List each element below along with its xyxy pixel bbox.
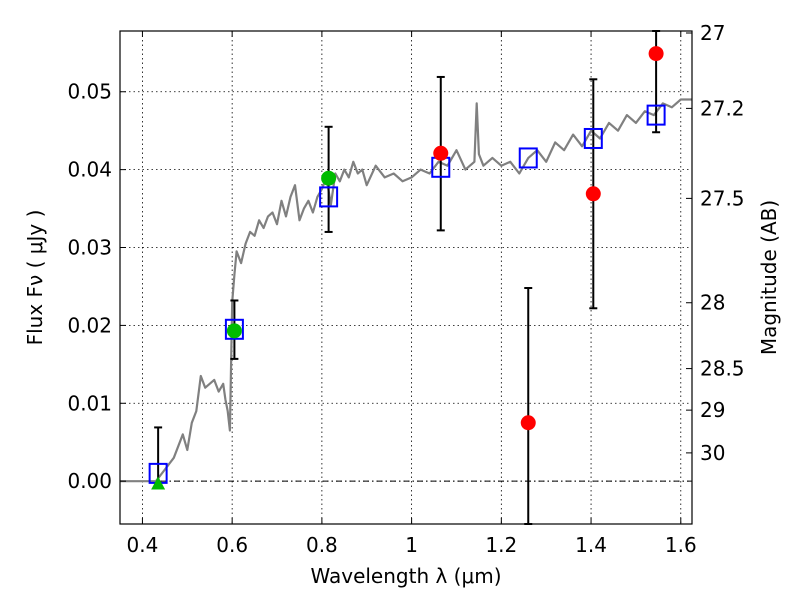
right-tick-label: 30 xyxy=(700,441,725,465)
y-tick-label: 0.00 xyxy=(67,469,112,493)
x-axis-label: Wavelength λ (μm) xyxy=(310,564,501,588)
x-tick-label: 1.6 xyxy=(665,533,697,557)
y-tick-label: 0.02 xyxy=(67,313,112,337)
model-point xyxy=(646,104,666,126)
right-tick-label: 27 xyxy=(700,21,725,45)
optical-point xyxy=(321,170,337,186)
upper-limit-point xyxy=(151,476,166,490)
right-tick-label: 29 xyxy=(700,398,725,422)
data-points xyxy=(148,46,666,490)
right-tick-label: 27.5 xyxy=(700,186,745,210)
y-tick-label: 0.01 xyxy=(67,391,112,415)
right-axis-label: Magnitude (AB) xyxy=(757,200,781,355)
grid-lines xyxy=(120,31,692,524)
x-tick-label: 1.4 xyxy=(575,533,607,557)
measured-point xyxy=(520,415,536,431)
x-tick-label: 1 xyxy=(405,533,418,557)
axis-ticks: 0.4 0.6 0.8 1 1.2 1.4 1.6 0.00 0.01 0.02 0.03 0.04 0… xyxy=(67,21,744,557)
y-tick-label: 0.04 xyxy=(67,158,112,182)
measured-point xyxy=(648,46,664,62)
measured-point xyxy=(433,145,449,161)
x-tick-label: 0.8 xyxy=(306,533,338,557)
y-tick-label: 0.05 xyxy=(67,80,112,104)
plot-frame xyxy=(119,30,693,525)
right-tick-label: 28.5 xyxy=(700,357,745,381)
x-tick-label: 1.2 xyxy=(485,533,517,557)
measured-point xyxy=(585,186,601,202)
x-tick-label: 0.6 xyxy=(216,533,248,557)
template-spectrum xyxy=(120,98,692,483)
model-point xyxy=(518,147,538,169)
y-tick-label: 0.03 xyxy=(67,236,112,260)
spectrum-line xyxy=(120,98,692,483)
model-point xyxy=(319,186,339,208)
model-point xyxy=(583,127,603,149)
x-tick-label: 0.4 xyxy=(127,533,159,557)
model-point xyxy=(224,318,244,340)
right-tick-label: 28 xyxy=(700,291,725,315)
optical-point xyxy=(226,323,242,339)
right-tick-label: 27.2 xyxy=(700,96,745,120)
error-bars xyxy=(154,30,661,525)
y-axis-label: Flux Fν ( μJy ) xyxy=(23,210,47,346)
